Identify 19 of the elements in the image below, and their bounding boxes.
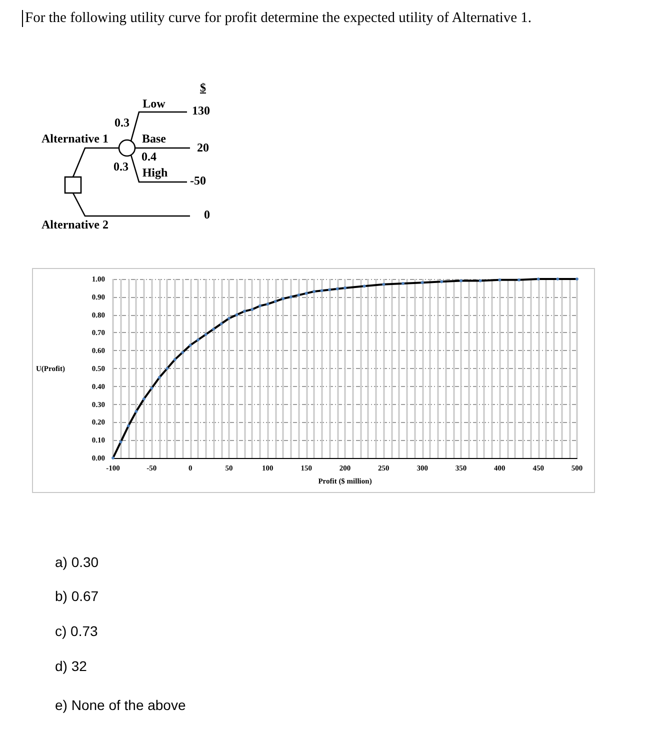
text: 20	[197, 140, 209, 156]
text: Low	[142, 96, 166, 112]
text: b) 0.67	[55, 588, 99, 604]
text: e) None of the above	[55, 697, 186, 713]
text: High	[142, 166, 168, 180]
text: Alternative 1	[42, 132, 108, 146]
text: -50	[190, 174, 206, 188]
text: 0.4	[142, 150, 156, 164]
text: a) 0.30	[55, 554, 99, 570]
text: $	[200, 80, 206, 96]
text: 0.3	[114, 116, 130, 130]
text: Alternative 2	[42, 218, 108, 232]
text: 130	[192, 104, 210, 118]
text: 0	[204, 208, 210, 222]
text: d) 32	[55, 658, 87, 674]
text: Base	[142, 132, 166, 146]
chart-title: For the following utility curve for profit determine the expected utility of Alternative 1.	[22, 10, 532, 27]
text: 0.3	[114, 160, 128, 174]
text: c) 0.73	[55, 623, 98, 639]
